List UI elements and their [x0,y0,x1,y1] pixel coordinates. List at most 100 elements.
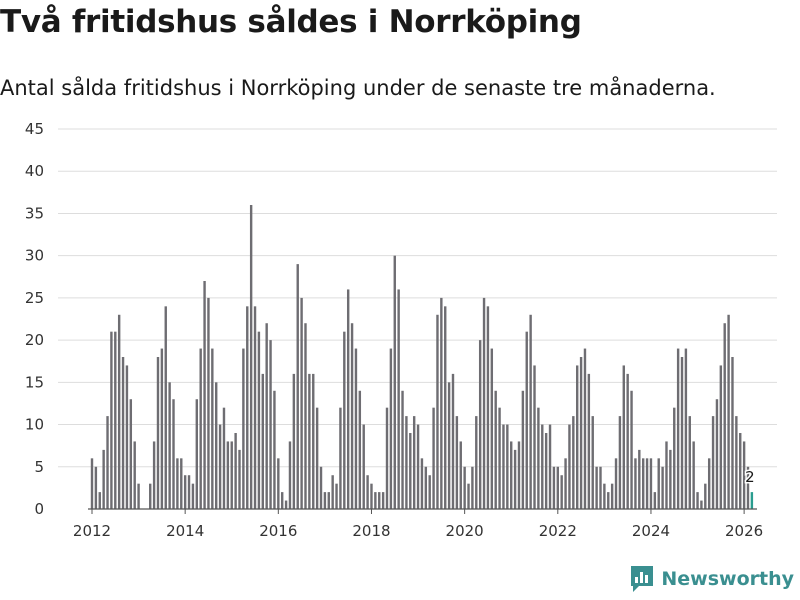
bar [90,458,94,509]
bar [346,289,350,509]
bar [661,466,664,509]
bar [494,390,497,509]
bar [416,424,420,509]
bar [510,441,513,509]
bar [129,399,133,509]
bar [591,416,594,509]
bar [343,331,346,509]
bar [727,314,730,509]
bar [265,323,268,509]
bar [156,357,160,509]
bar [424,466,428,509]
bar [735,416,738,509]
bar [451,373,455,509]
bar [242,348,245,509]
bar [246,306,249,509]
bar [183,475,187,509]
bar [273,390,276,509]
bar [587,373,591,509]
bar [564,458,567,509]
bar [335,483,338,509]
bar [630,390,633,509]
bar [339,407,342,509]
bar [172,399,175,509]
bar [607,492,610,509]
bar [498,407,501,509]
bar [199,348,202,509]
bar [490,348,494,509]
bar [742,441,746,509]
bar [704,483,707,509]
y-tick-label: 45 [25,120,44,138]
bar [579,357,583,509]
x-tick-label: 2022 [539,522,577,540]
bar [234,433,237,509]
bar [444,306,447,509]
y-tick-label: 0 [34,500,44,518]
bar [541,424,544,509]
newsworthy-logo: Newsworthy [629,564,794,594]
y-tick-label: 20 [25,331,44,349]
bar [133,441,136,509]
bar [374,492,377,509]
bar [432,407,435,509]
bar [723,323,726,509]
bar [381,492,385,509]
bar [218,424,222,509]
bar [378,492,381,509]
x-tick-label: 2012 [73,522,111,540]
x-tick-label: 2020 [446,522,484,540]
bar [572,416,575,509]
y-tick-label: 15 [25,373,44,391]
bar-highlight [750,492,754,509]
bar [405,416,408,509]
bar [576,365,579,509]
bar [269,340,272,509]
bar [595,466,598,509]
bar [288,441,292,509]
bar [521,390,525,509]
bar [409,433,412,509]
x-tick-label: 2014 [166,522,204,540]
bar [420,458,424,509]
bar [700,500,703,509]
bar [603,483,606,509]
bar [327,492,330,509]
bar [669,449,672,509]
bar [552,466,556,509]
bar [653,492,657,509]
bar [304,323,307,509]
bar [649,458,653,509]
bar [506,424,509,509]
bar [187,475,191,509]
bar [296,264,299,509]
bar [459,441,462,509]
bar [168,382,171,509]
data-label: 2 [745,468,755,486]
bar [455,416,459,509]
bar-chart: 0 5 10 15 20 25 30 35 40 45 2012 2014 2016 2018 2020 20… [25,120,777,540]
bar [94,466,98,509]
bar [315,407,319,509]
bar [556,466,560,509]
bar [626,373,629,509]
bar [401,390,404,509]
bar [350,323,354,509]
bar [513,449,517,509]
bar [117,314,121,509]
bar [475,416,478,509]
bar [152,441,156,509]
bar [676,348,680,509]
bar [731,357,734,509]
bar [645,458,649,509]
bar [253,306,257,509]
chart-subtitle: Antal sålda fritidshus i Norrköping unde… [0,76,716,100]
bar [684,348,688,509]
bar [261,373,264,509]
bar [525,331,528,509]
bar [482,297,486,509]
bar [230,441,233,509]
y-tick-label: 10 [25,416,44,434]
x-tick-label: 2024 [632,522,670,540]
bar [238,449,241,509]
